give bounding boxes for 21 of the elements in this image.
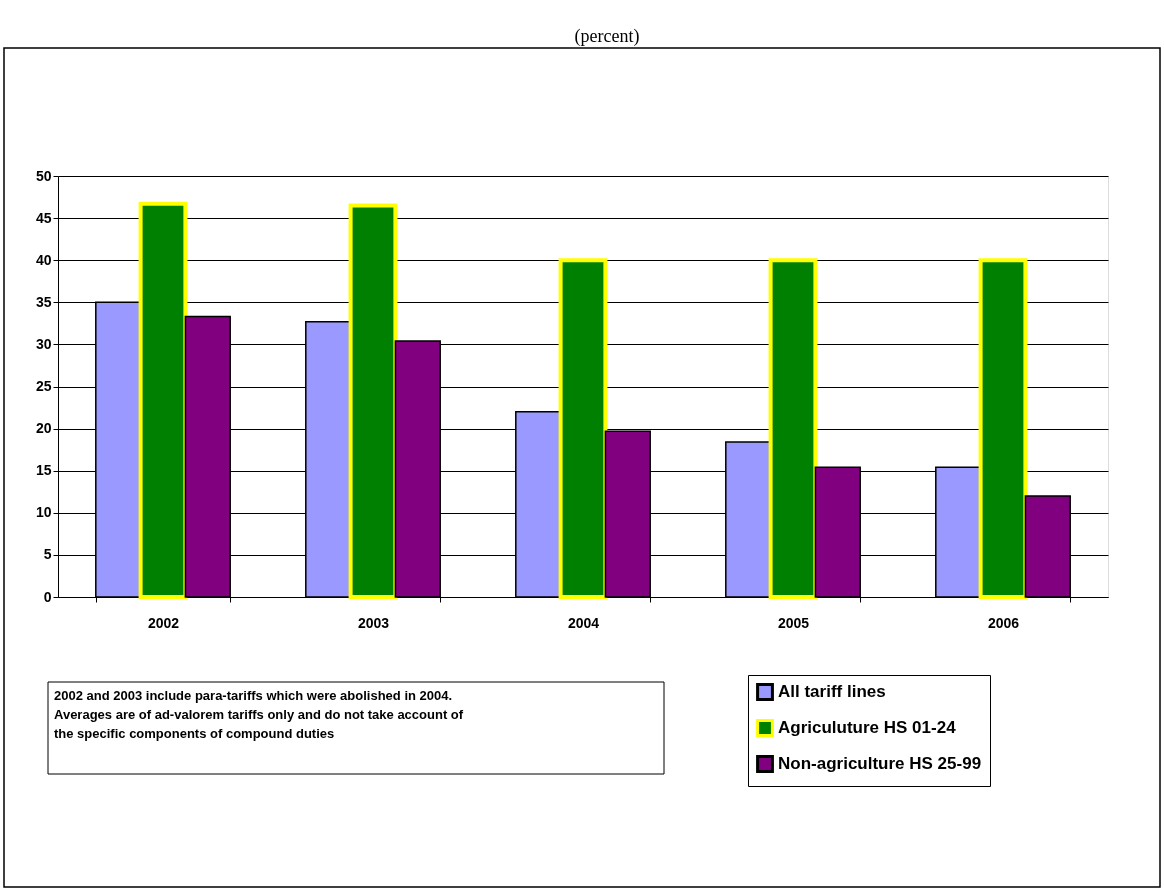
legend-label: Agriculuture HS 01-24	[778, 718, 957, 737]
x-tick-label: 2003	[357, 614, 390, 631]
y-tick-label: 15	[35, 462, 52, 479]
y-tick-label: 20	[35, 420, 52, 437]
y-tick-label: 0	[43, 588, 52, 605]
x-tick-label: 2004	[567, 614, 600, 631]
y-tick-label: 35	[35, 293, 52, 310]
x-tick-label: 2002	[147, 614, 180, 631]
y-tick-label: 25	[35, 378, 52, 394]
y-tick-label: 5	[43, 546, 52, 563]
y-tick-label: 45	[35, 209, 52, 226]
y-tick-label: 50	[35, 167, 52, 184]
text: 2002 and 2003 include para-tariffs which were abolished in 2004. Averages are of ad-valorem tariffs only and do not take account of the specific components of compound duties	[54, 688, 464, 741]
x-tick-label: 2006	[987, 614, 1020, 631]
x-tick-label: 2005	[777, 614, 810, 631]
legend-label: Non-agriculture HS 25-99	[778, 754, 982, 773]
chart-title: (percent)	[574, 26, 640, 47]
legend-label: All tariff lines	[778, 682, 886, 701]
y-tick-label: 40	[35, 251, 52, 268]
y-tick-label: 10	[35, 504, 52, 521]
y-tick-label: 30	[35, 335, 52, 352]
